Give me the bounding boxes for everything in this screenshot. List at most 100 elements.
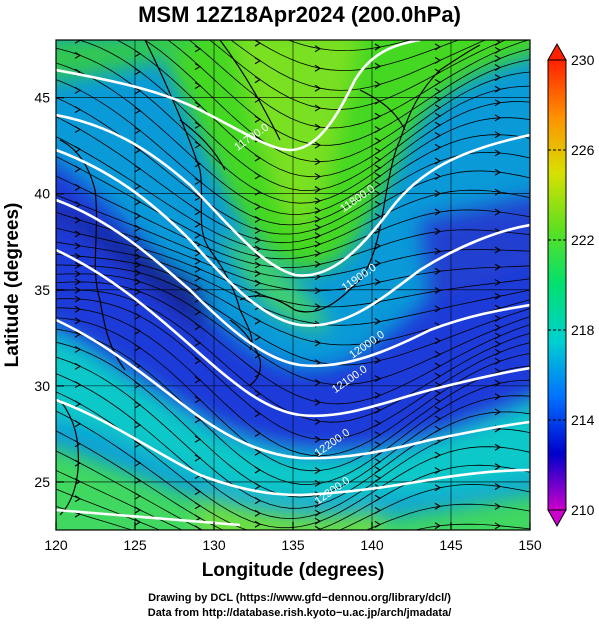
streamline xyxy=(167,40,530,146)
wind-arrow xyxy=(194,308,202,316)
wind-arrow xyxy=(495,31,500,37)
wind-arrow xyxy=(434,305,442,313)
wind-arrow xyxy=(314,303,322,311)
wind-arrow xyxy=(374,242,382,250)
wind-arrow xyxy=(75,24,80,30)
wind-arrow xyxy=(254,317,262,325)
wind-arrow xyxy=(194,514,202,522)
x-axis-label: Longitude (degrees) xyxy=(202,560,385,581)
wind-arrow xyxy=(194,284,202,292)
streamline xyxy=(188,40,530,129)
map-plot-area: 11700.011800.011900.012000.012100.012200… xyxy=(56,2,530,550)
x-axis: 120 125 130 135 140 145 150 xyxy=(44,522,542,553)
wind-arrow xyxy=(134,261,142,269)
wind-arrow xyxy=(134,288,142,296)
wind-arrow xyxy=(134,165,142,173)
wind-arrow xyxy=(134,312,142,320)
wind-arrow xyxy=(434,112,442,120)
wind-arrow xyxy=(254,226,262,234)
streamline xyxy=(56,156,530,260)
wind-arrow xyxy=(434,362,442,370)
wind-arrow xyxy=(75,2,80,8)
wind-arrow xyxy=(134,68,142,76)
wind-arrow xyxy=(494,131,502,139)
streamline xyxy=(56,136,530,252)
wind-arrow xyxy=(254,172,262,180)
wind-arrow xyxy=(314,64,322,72)
contour-11700 xyxy=(56,40,421,152)
wind-arrow xyxy=(374,375,382,383)
wind-arrow xyxy=(434,522,442,530)
wind-arrow xyxy=(134,127,142,135)
y-tick-label: 40 xyxy=(34,186,50,202)
wind-arrow xyxy=(314,500,322,508)
wind-arrow xyxy=(434,68,442,76)
wind-arrow xyxy=(495,541,500,547)
wind-arrow xyxy=(254,509,262,517)
wind-arrow xyxy=(74,242,82,250)
wind-arrow xyxy=(254,482,262,490)
streamline xyxy=(56,317,530,472)
wind-arrow xyxy=(134,506,142,514)
wind-arrow xyxy=(494,279,502,287)
wind-arrow xyxy=(434,397,442,405)
wind-arrow xyxy=(314,104,322,112)
wind-arrow xyxy=(194,376,202,384)
wind-arrow xyxy=(74,286,82,294)
wind-arrow xyxy=(374,259,382,267)
streamline xyxy=(56,328,530,485)
wind-arrow xyxy=(74,317,82,325)
wind-arrow xyxy=(254,40,262,47)
wind-arrow xyxy=(195,535,200,541)
streamline xyxy=(56,211,530,292)
streamline xyxy=(56,62,530,215)
wind-arrow xyxy=(494,463,502,471)
wind-arrow xyxy=(494,324,502,332)
wind-arrow xyxy=(374,357,382,365)
wind-arrow xyxy=(74,478,82,486)
wind-arrow xyxy=(195,544,200,550)
wind-arrow xyxy=(374,474,382,482)
wind-arrow xyxy=(254,115,262,123)
wind-arrow xyxy=(74,165,82,173)
wind-arrow xyxy=(314,379,322,387)
wind-arrow xyxy=(434,172,442,180)
wind-arrow xyxy=(134,381,142,389)
x-tick-label: 130 xyxy=(202,537,226,553)
wind-arrow xyxy=(314,525,322,530)
wind-arrow xyxy=(134,198,142,206)
wind-arrow xyxy=(434,337,442,345)
wind-arrow xyxy=(134,182,142,190)
wind-arrow xyxy=(374,506,382,514)
wind-arrow xyxy=(434,267,442,275)
wind-arrow xyxy=(134,327,142,335)
colorbar-tick-label: 210 xyxy=(571,502,595,518)
wind-arrow xyxy=(434,425,442,433)
wind-arrow xyxy=(435,12,440,18)
wind-arrow xyxy=(194,249,202,257)
wind-arrow xyxy=(374,406,382,414)
wind-arrow xyxy=(374,520,382,528)
wind-arrow xyxy=(254,261,262,269)
wind-arrow xyxy=(494,55,502,62)
wind-arrow xyxy=(434,157,442,165)
x-tick-label: 135 xyxy=(281,537,305,553)
wind-arrow xyxy=(74,495,82,503)
wind-arrow xyxy=(314,466,322,474)
streamline xyxy=(56,116,530,244)
wind-arrow xyxy=(494,483,502,490)
wind-arrow xyxy=(434,96,442,104)
wind-arrow xyxy=(195,2,200,8)
wind-arrow xyxy=(254,351,262,359)
wind-arrow xyxy=(375,4,380,10)
wind-arrow xyxy=(135,6,140,12)
wind-arrow xyxy=(194,177,202,185)
streamline xyxy=(56,273,530,386)
wind-arrow xyxy=(374,62,382,70)
wind-arrow xyxy=(194,396,202,404)
wind-arrow xyxy=(314,207,322,215)
wind-arrow xyxy=(494,188,502,196)
wind-arrow xyxy=(194,416,202,424)
streamline xyxy=(56,341,530,498)
wind-arrow xyxy=(74,86,82,94)
